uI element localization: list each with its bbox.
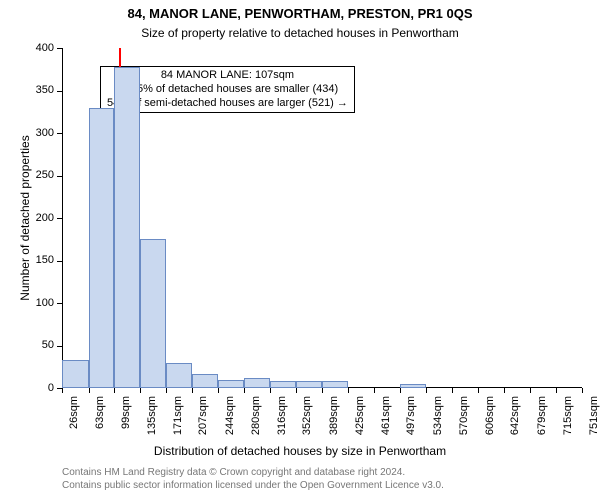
x-tick-mark	[530, 388, 531, 393]
histogram-bar	[244, 378, 270, 388]
annotation-line3: 54% of semi-detached houses are larger (…	[107, 97, 348, 111]
annotation-line1: 84 MANOR LANE: 107sqm	[107, 69, 348, 83]
x-axis-label: Distribution of detached houses by size …	[0, 444, 600, 458]
chart-title-line1: 84, MANOR LANE, PENWORTHAM, PRESTON, PR1…	[0, 6, 600, 21]
histogram-bar	[140, 239, 166, 388]
histogram-bar	[400, 384, 427, 388]
y-tick-mark	[57, 346, 62, 347]
histogram-bar	[192, 374, 219, 388]
y-tick-mark	[57, 303, 62, 304]
x-tick-mark	[218, 388, 219, 393]
y-tick-label: 100	[22, 297, 54, 309]
y-tick-mark	[57, 133, 62, 134]
x-tick-mark	[296, 388, 297, 393]
histogram-bar	[322, 381, 348, 388]
x-tick-label: 207sqm	[197, 396, 209, 446]
x-tick-mark	[166, 388, 167, 393]
x-tick-label: 679sqm	[536, 396, 548, 446]
x-tick-label: 26sqm	[68, 396, 80, 446]
annotation-line2: ← 45% of detached houses are smaller (43…	[107, 83, 348, 97]
y-tick-mark	[57, 91, 62, 92]
x-tick-label: 642sqm	[509, 396, 521, 446]
x-tick-label: 425sqm	[354, 396, 366, 446]
y-tick-mark	[57, 176, 62, 177]
caption-line2: Contains public sector information licen…	[62, 479, 444, 492]
x-tick-mark	[556, 388, 557, 393]
x-tick-label: 171sqm	[172, 396, 184, 446]
y-tick-label: 150	[22, 254, 54, 266]
y-tick-label: 200	[22, 212, 54, 224]
x-tick-mark	[400, 388, 401, 393]
x-tick-mark	[192, 388, 193, 393]
x-tick-mark	[322, 388, 323, 393]
histogram-bar	[296, 381, 323, 388]
histogram-bar	[62, 360, 89, 388]
x-tick-mark	[582, 388, 583, 393]
x-tick-mark	[452, 388, 453, 393]
x-tick-label: 99sqm	[120, 396, 132, 446]
histogram-bar	[218, 380, 244, 389]
x-tick-mark	[114, 388, 115, 393]
x-tick-mark	[426, 388, 427, 393]
x-tick-label: 751sqm	[588, 396, 600, 446]
x-tick-label: 715sqm	[562, 396, 574, 446]
x-tick-mark	[478, 388, 479, 393]
x-tick-mark	[348, 388, 349, 393]
x-tick-label: 461sqm	[380, 396, 392, 446]
x-tick-mark	[140, 388, 141, 393]
histogram-bar	[270, 381, 296, 388]
x-tick-label: 135sqm	[146, 396, 158, 446]
x-tick-mark	[89, 388, 90, 393]
x-tick-label: 280sqm	[250, 396, 262, 446]
x-tick-label: 497sqm	[405, 396, 417, 446]
x-tick-label: 352sqm	[301, 396, 313, 446]
y-tick-label: 250	[22, 169, 54, 181]
x-tick-label: 570sqm	[458, 396, 470, 446]
x-tick-label: 316sqm	[276, 396, 288, 446]
chart-title-line2: Size of property relative to detached ho…	[0, 26, 600, 40]
x-tick-label: 534sqm	[432, 396, 444, 446]
x-tick-mark	[244, 388, 245, 393]
x-tick-label: 606sqm	[484, 396, 496, 446]
y-tick-label: 350	[22, 84, 54, 96]
y-tick-label: 50	[22, 339, 54, 351]
x-tick-mark	[62, 388, 63, 393]
y-tick-mark	[57, 261, 62, 262]
histogram-bar	[114, 67, 140, 388]
caption-text: Contains HM Land Registry data © Crown c…	[62, 466, 444, 492]
y-tick-label: 400	[22, 42, 54, 54]
histogram-bar	[89, 108, 115, 389]
x-tick-mark	[270, 388, 271, 393]
x-tick-mark	[504, 388, 505, 393]
y-tick-mark	[57, 48, 62, 49]
chart-container: 84, MANOR LANE, PENWORTHAM, PRESTON, PR1…	[0, 0, 600, 500]
y-tick-label: 0	[22, 382, 54, 394]
x-tick-mark	[374, 388, 375, 393]
x-tick-label: 63sqm	[94, 396, 106, 446]
x-tick-label: 244sqm	[224, 396, 236, 446]
y-tick-mark	[57, 218, 62, 219]
y-tick-label: 300	[22, 127, 54, 139]
x-tick-label: 389sqm	[328, 396, 340, 446]
histogram-bar	[166, 363, 192, 389]
caption-line1: Contains HM Land Registry data © Crown c…	[62, 466, 444, 479]
